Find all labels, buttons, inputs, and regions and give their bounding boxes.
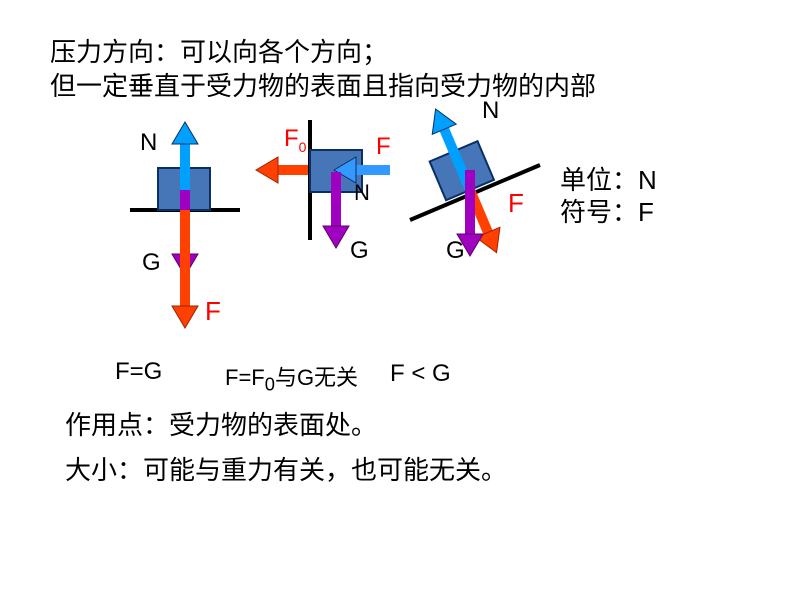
heading-line-2: 但一定垂直于受力物的表面且指向受力物的内部 bbox=[50, 66, 596, 103]
diagram-2: F0 F N G bbox=[250, 110, 410, 310]
heading-line-1: 压力方向：可以向各个方向； bbox=[50, 32, 388, 69]
symbol-label: 符号：F bbox=[560, 192, 654, 229]
footer-point: 作用点：受力物的表面处。 bbox=[65, 405, 377, 442]
arrow-f-icon bbox=[172, 210, 198, 328]
diagram-1: N G F bbox=[120, 110, 260, 360]
arrow-f0-icon bbox=[256, 157, 308, 183]
label-n: N bbox=[140, 129, 157, 156]
caption-1: F=G bbox=[115, 358, 162, 386]
label-g3: G bbox=[446, 237, 465, 264]
label-n3: N bbox=[482, 97, 499, 124]
caption-2: F=F0与G无关 bbox=[225, 360, 358, 395]
label-f0: F0 bbox=[284, 125, 307, 155]
label-g2: G bbox=[350, 237, 369, 264]
label-n2: N bbox=[354, 180, 370, 205]
label-f: F bbox=[205, 296, 221, 326]
label-g: G bbox=[142, 249, 161, 276]
label-f-top: F bbox=[376, 133, 391, 160]
diagram-area: N G F F0 F N G bbox=[70, 110, 520, 390]
label-f3: F bbox=[508, 188, 524, 218]
footer-size: 大小：可能与重力有关，也可能无关。 bbox=[65, 450, 507, 487]
diagram-3: N F G bbox=[390, 100, 570, 300]
caption-3: F < G bbox=[390, 360, 451, 388]
